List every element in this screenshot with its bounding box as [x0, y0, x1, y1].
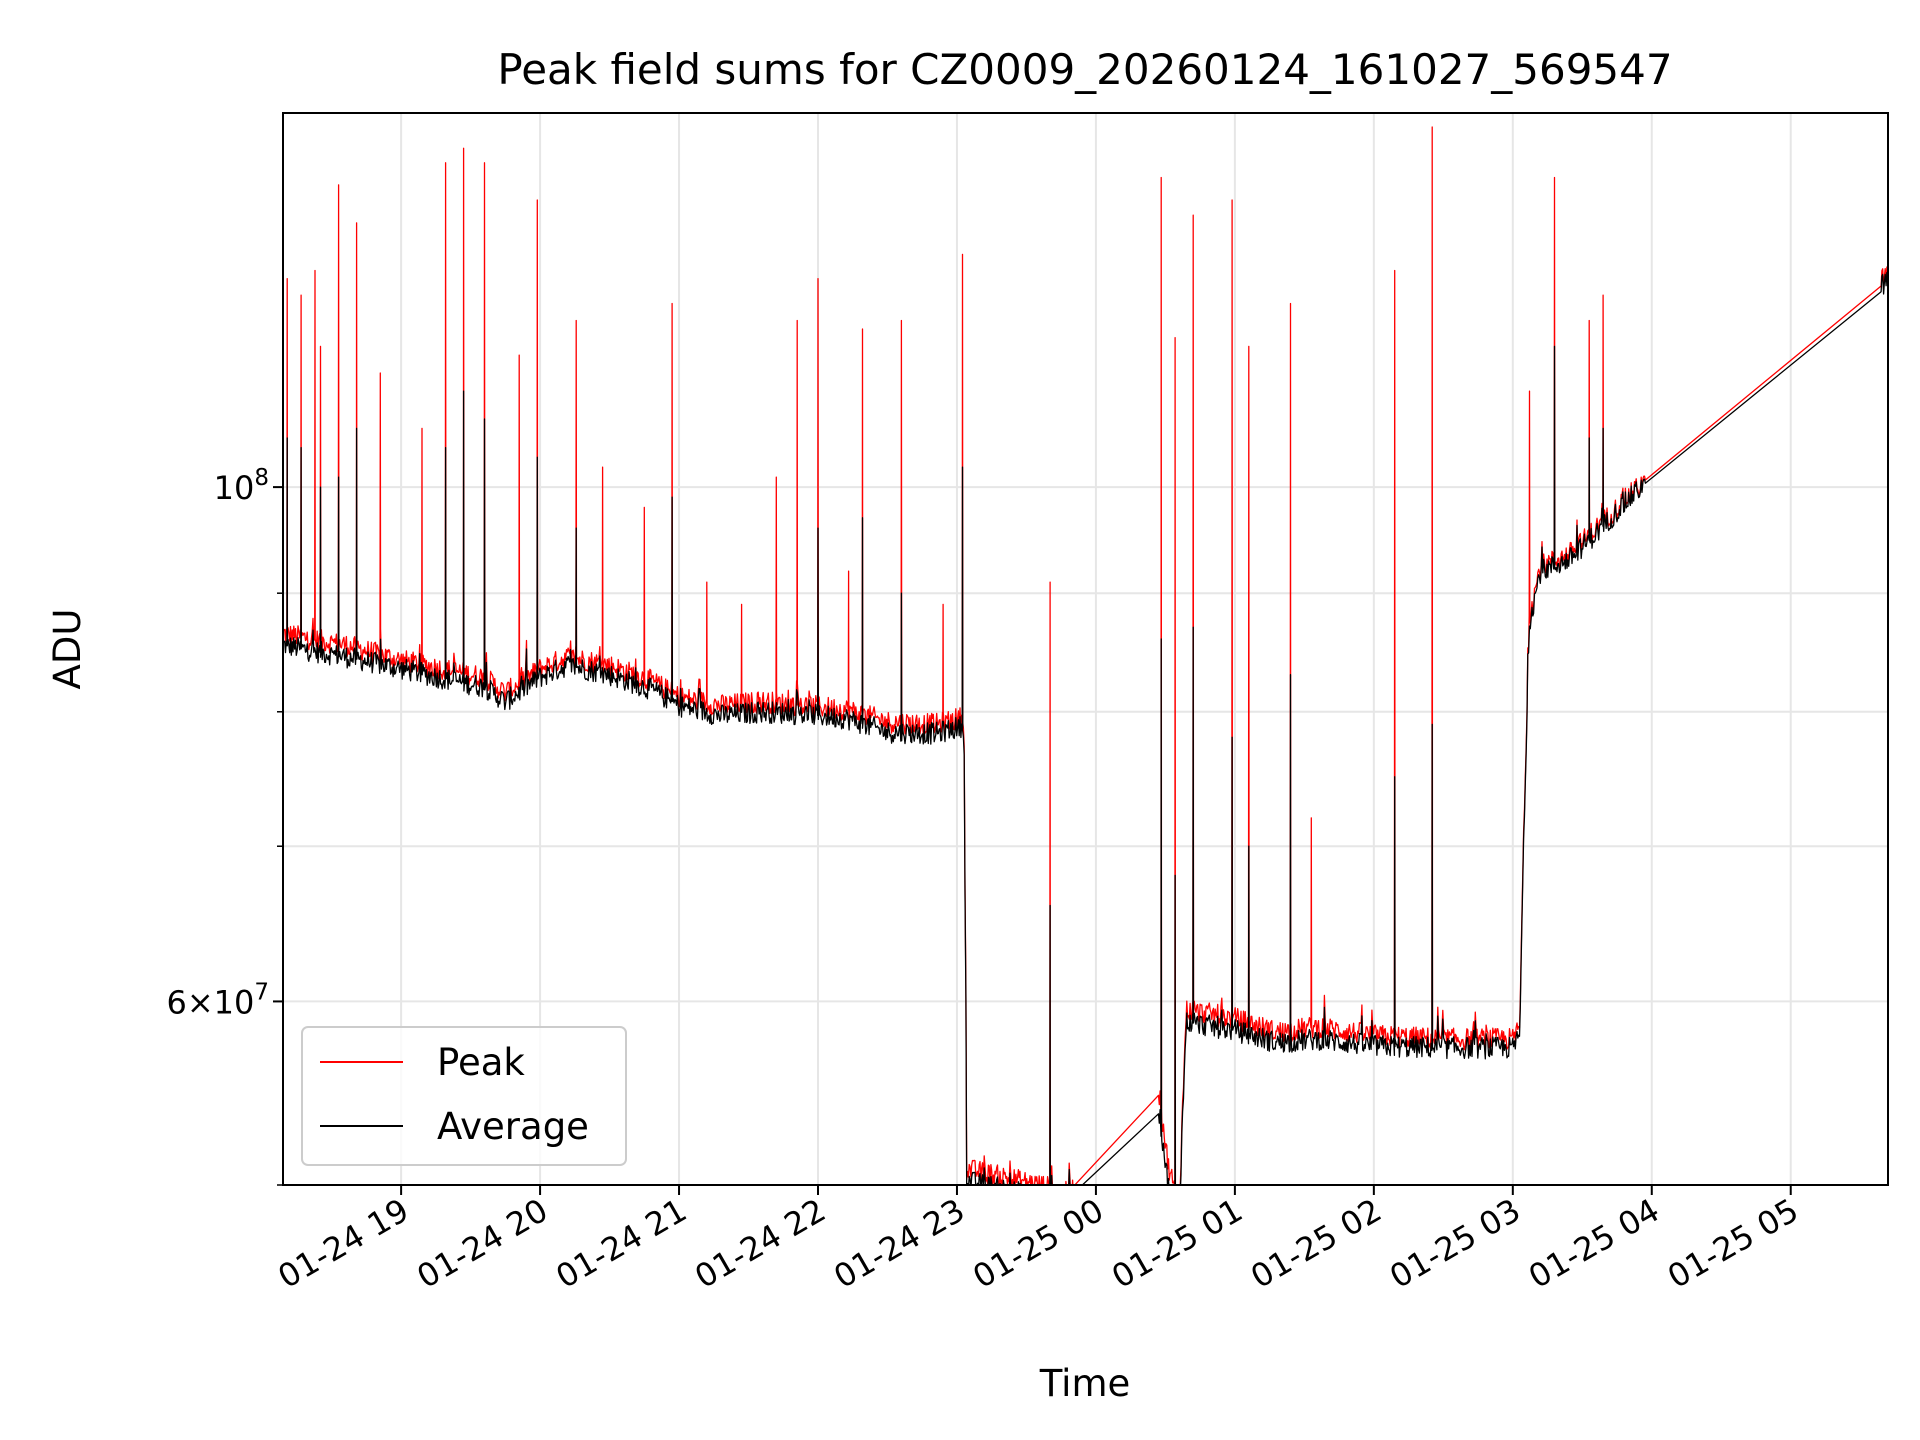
series-average-line — [283, 272, 1888, 1185]
series-average — [283, 272, 1888, 1185]
grid — [283, 113, 1888, 1186]
y-tick-label: 108 — [214, 465, 269, 507]
x-axis-label: Time — [1039, 1362, 1131, 1405]
y-tick-label: 6×107 — [166, 979, 269, 1021]
legend-peak-label: Peak — [437, 1041, 525, 1084]
chart-title: Peak field sums for CZ0009_20260124_1610… — [497, 45, 1672, 94]
series-group — [283, 126, 1888, 1185]
legend-average-label: Average — [437, 1105, 589, 1148]
y-axis: 108 6×107 — [166, 465, 283, 1186]
legend: Peak Average — [301, 1026, 627, 1166]
y-axis-label: ADU — [46, 609, 89, 690]
plot-frame — [282, 112, 1889, 1186]
